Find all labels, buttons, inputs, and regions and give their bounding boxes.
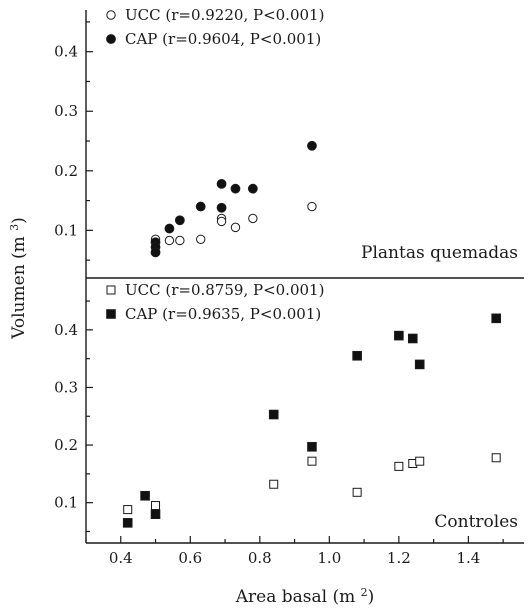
legend-label: UCC (r=0.8759, P<0.001) bbox=[125, 281, 324, 299]
data-point bbox=[150, 247, 161, 258]
y-axis-label: Volumen (m 3) bbox=[8, 217, 30, 340]
legends: UCC (r=0.9220, P<0.001) CAP (r=0.9604, P<… bbox=[106, 6, 324, 323]
data-point bbox=[123, 505, 133, 515]
y-tick-label: 0.3 bbox=[54, 378, 78, 396]
data-point bbox=[268, 409, 279, 420]
data-point bbox=[269, 479, 279, 489]
panel-title-controles: Controles bbox=[434, 512, 518, 532]
data-point bbox=[151, 501, 161, 511]
data-marks bbox=[122, 140, 501, 528]
data-point bbox=[196, 234, 206, 244]
data-point bbox=[307, 456, 317, 466]
data-point bbox=[195, 201, 206, 212]
legend-marker bbox=[106, 10, 116, 20]
y-tick-label: 0.2 bbox=[54, 162, 78, 180]
x-tick-label: 0.6 bbox=[178, 549, 202, 567]
data-point bbox=[164, 223, 175, 234]
axes-frame: 0.4 0.6 0.8 1.0 1.2 1.4 Area basal (m 2) Volume… bbox=[8, 10, 524, 608]
data-point bbox=[247, 183, 258, 194]
x-tick-label: 0.8 bbox=[248, 549, 272, 567]
x-tick-label: 1.0 bbox=[317, 549, 341, 567]
data-point bbox=[394, 330, 404, 341]
data-point bbox=[491, 453, 501, 463]
legend-label: CAP (r=0.9604, P<0.001) bbox=[125, 30, 321, 48]
y-tick-label: 0.4 bbox=[54, 43, 78, 61]
data-point bbox=[415, 456, 425, 466]
data-point bbox=[230, 183, 241, 194]
x-tick-label: 0.4 bbox=[109, 549, 133, 567]
y-tick-label: 0.4 bbox=[54, 321, 78, 339]
data-point bbox=[352, 350, 362, 361]
legend-marker bbox=[106, 34, 116, 44]
panel-title-quemadas: Plantas quemadas bbox=[361, 243, 518, 263]
data-point bbox=[248, 213, 258, 224]
y-tick-label: 0.1 bbox=[54, 494, 78, 512]
data-point bbox=[352, 487, 362, 497]
data-point bbox=[230, 222, 241, 233]
data-point bbox=[307, 201, 317, 212]
legend-label: UCC (r=0.9220, P<0.001) bbox=[125, 6, 324, 24]
y-tick-label: 0.2 bbox=[54, 436, 78, 454]
data-point bbox=[150, 509, 161, 519]
data-point bbox=[175, 235, 185, 246]
y-tick-label: 0.1 bbox=[54, 221, 78, 239]
data-point bbox=[164, 235, 175, 246]
data-point bbox=[307, 140, 317, 151]
data-point bbox=[307, 441, 317, 452]
data-point bbox=[216, 179, 227, 189]
legend-marker bbox=[106, 309, 116, 319]
data-point bbox=[407, 333, 418, 344]
x-tick-label: 1.2 bbox=[387, 549, 411, 567]
data-point bbox=[140, 490, 150, 501]
y-tick-label: 0.3 bbox=[54, 102, 78, 120]
data-point bbox=[122, 518, 133, 528]
data-point bbox=[216, 216, 227, 227]
data-point bbox=[216, 202, 227, 213]
legend-marker bbox=[106, 285, 116, 295]
x-axis-label: Area basal (m 2) bbox=[235, 586, 375, 608]
x-tick-label: 1.4 bbox=[456, 549, 480, 567]
data-point bbox=[174, 215, 185, 226]
data-point bbox=[414, 359, 425, 370]
data-point bbox=[394, 461, 404, 471]
data-point bbox=[491, 313, 501, 324]
legend-label: CAP (r=0.9635, P<0.001) bbox=[125, 305, 321, 323]
